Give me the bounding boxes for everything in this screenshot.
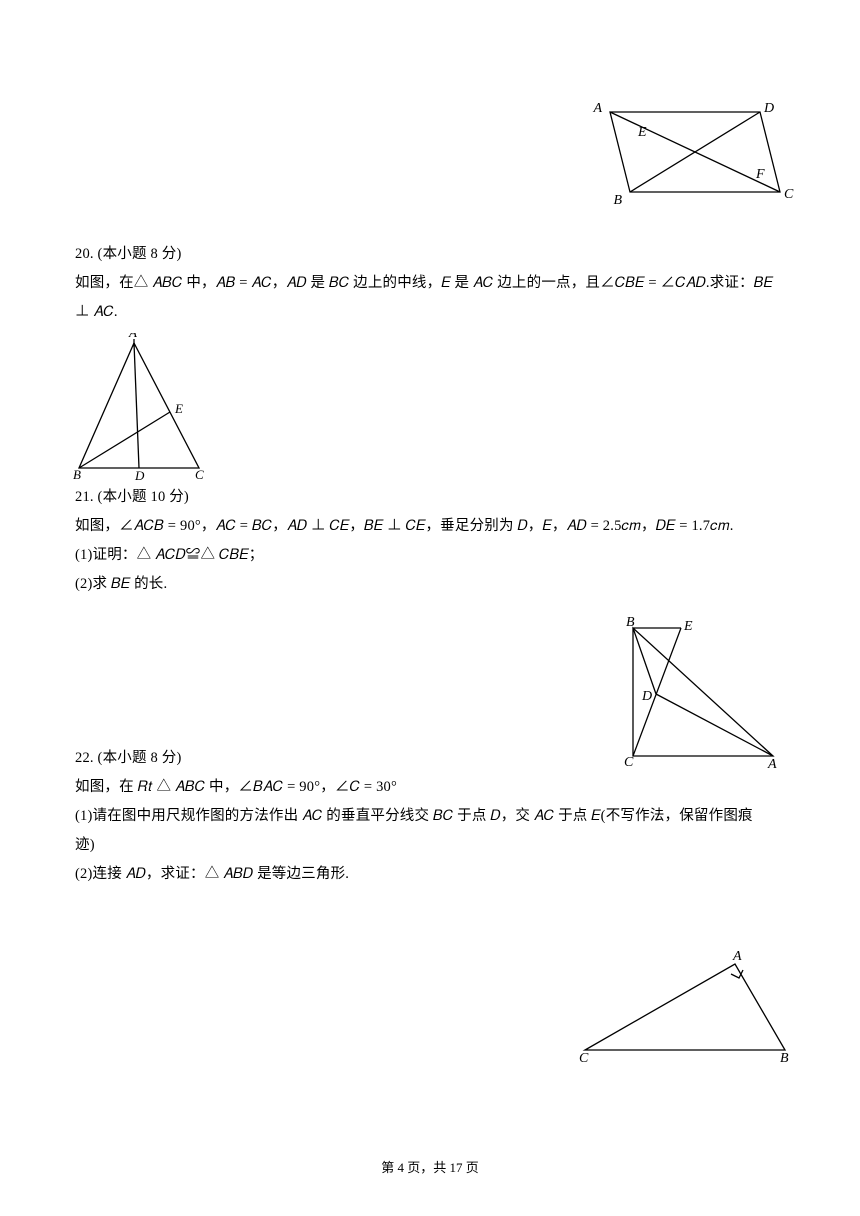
- label-A: A: [128, 333, 137, 340]
- q22-part1b: 迹): [75, 831, 785, 860]
- label-E: E: [683, 619, 693, 634]
- label-D: D: [641, 689, 652, 704]
- label-B: B: [73, 467, 81, 482]
- figure-21: A B C D E: [618, 608, 788, 768]
- q20-body: 如图，在△ 𝐴𝐵𝐶 中，𝐴𝐵 = 𝐴𝐶，𝐴𝐷 是 𝐵𝐶 边上的中线，𝐸 是 𝐴𝐶…: [75, 269, 785, 327]
- figure-22: A B C: [575, 950, 800, 1065]
- label-A: A: [767, 757, 777, 768]
- label-A: A: [592, 101, 602, 116]
- q21-part2: (2)求 𝐵𝐸 的长.: [75, 570, 785, 599]
- label-C: C: [624, 755, 634, 768]
- q22-body: 如图，在 𝑅𝑡 △ 𝐴𝐵𝐶 中，∠𝐵𝐴𝐶 = 90°，∠𝐶 = 30°: [75, 773, 785, 802]
- q20-header: 20. (本小题 8 分): [75, 240, 785, 269]
- q21-header: 21. (本小题 10 分): [75, 483, 785, 512]
- label-B: B: [613, 193, 622, 208]
- q22-part1a: (1)请在图中用尺规作图的方法作出 𝐴𝐶 的垂直平分线交 𝐵𝐶 于点 𝐷，交 𝐴…: [75, 802, 785, 831]
- figure-20-triangle: A B C D E: [69, 333, 785, 483]
- page-footer: 第 4 页，共 17 页: [0, 1157, 860, 1176]
- label-D: D: [763, 101, 774, 116]
- label-B: B: [626, 615, 635, 630]
- page: A D C B E F 20. (本小题 8 分) 如图，在△ 𝐴𝐵𝐶 中，𝐴𝐵…: [0, 0, 860, 1216]
- label-E: E: [174, 401, 183, 416]
- label-C: C: [195, 467, 204, 482]
- label-D: D: [134, 468, 145, 483]
- label-C: C: [784, 187, 794, 202]
- label-A: A: [732, 950, 742, 964]
- q22-part2: (2)连接 𝐴𝐷，求证：△ 𝐴𝐵𝐷 是等边三角形.: [75, 860, 785, 889]
- label-B: B: [780, 1051, 789, 1065]
- label-F: F: [755, 167, 765, 182]
- q21-part1: (1)证明：△ 𝐴𝐶𝐷≌△ 𝐶𝐵𝐸；: [75, 541, 785, 570]
- figure-19-parallelogram: A D C B E F: [580, 100, 800, 210]
- label-E: E: [637, 125, 647, 140]
- q21-body: 如图，∠𝐴𝐶𝐵 = 90°，𝐴𝐶 = 𝐵𝐶，𝐴𝐷 ⊥ 𝐶𝐸，𝐵𝐸 ⊥ 𝐶𝐸，垂足…: [75, 512, 785, 541]
- label-C: C: [579, 1051, 589, 1065]
